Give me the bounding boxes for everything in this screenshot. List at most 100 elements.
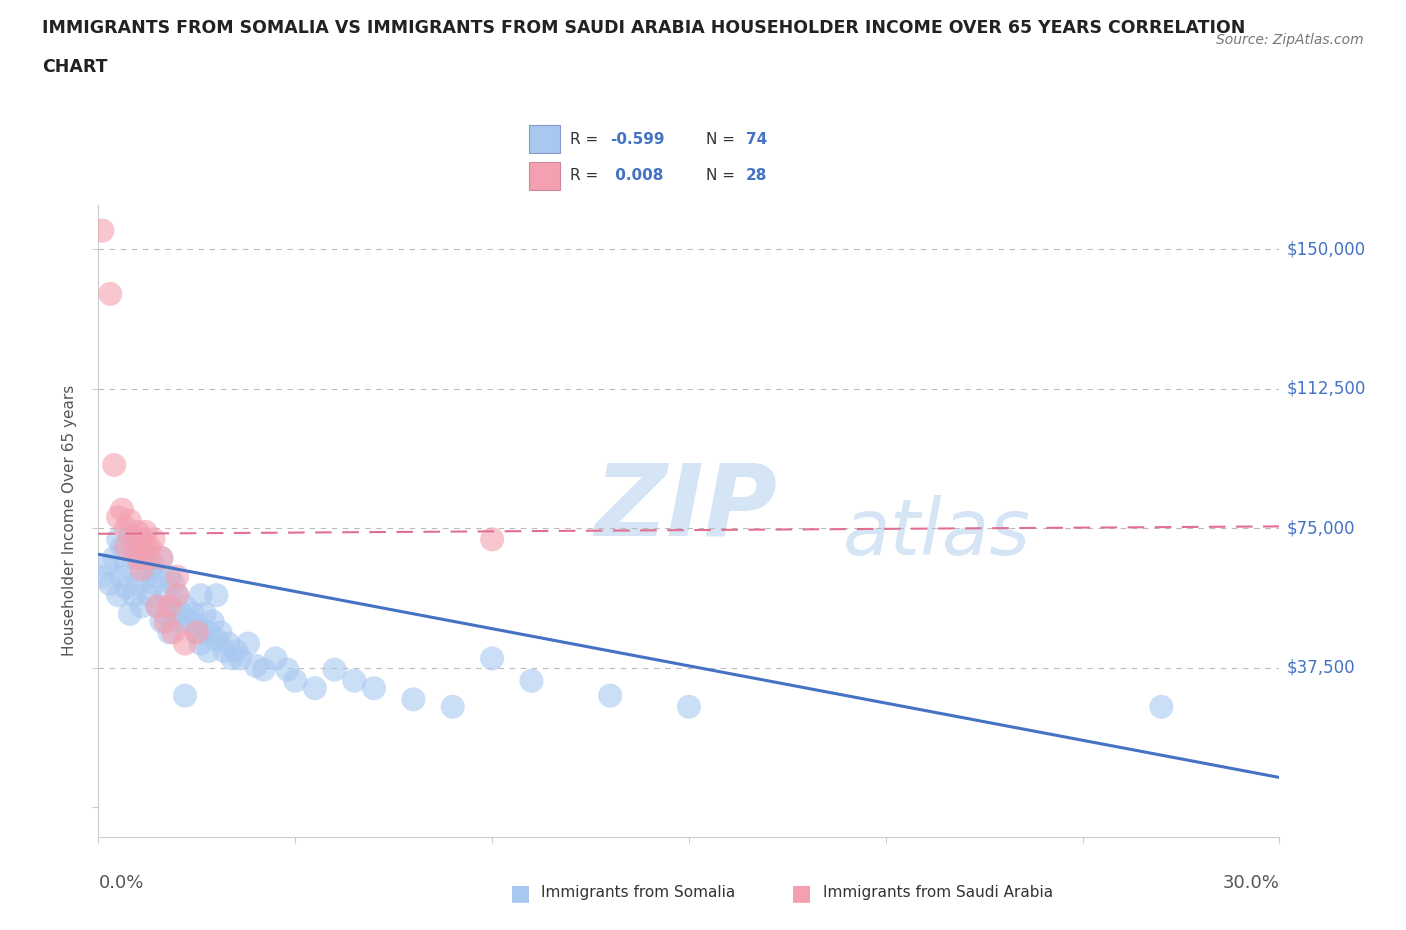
Text: -0.599: -0.599 xyxy=(610,132,665,147)
Point xyxy=(236,636,259,651)
Point xyxy=(162,577,184,591)
Point xyxy=(214,644,236,658)
Point xyxy=(96,558,118,573)
Point xyxy=(146,569,169,584)
Point xyxy=(599,688,621,703)
Point xyxy=(209,625,232,640)
Point xyxy=(157,625,180,640)
Text: CHART: CHART xyxy=(42,58,108,75)
Text: 74: 74 xyxy=(747,132,768,147)
Text: Immigrants from Somalia: Immigrants from Somalia xyxy=(541,885,735,900)
Point xyxy=(115,539,138,554)
Text: R =: R = xyxy=(569,132,603,147)
Point xyxy=(186,618,208,632)
Point xyxy=(127,539,149,554)
Point xyxy=(127,577,149,591)
Point xyxy=(166,588,188,603)
Text: 0.0%: 0.0% xyxy=(98,874,143,892)
Point xyxy=(111,569,134,584)
Point xyxy=(166,569,188,584)
Point xyxy=(441,699,464,714)
Point xyxy=(118,606,141,621)
Point xyxy=(135,569,157,584)
Point xyxy=(253,662,276,677)
Point xyxy=(127,551,149,565)
Point xyxy=(150,551,173,565)
Point xyxy=(186,625,208,640)
Point xyxy=(304,681,326,696)
Point xyxy=(131,562,153,577)
Point xyxy=(131,532,153,547)
Point xyxy=(122,539,145,554)
Point xyxy=(135,551,157,565)
Bar xyxy=(530,126,561,153)
Point xyxy=(150,551,173,565)
Text: 0.008: 0.008 xyxy=(610,167,664,183)
Text: atlas: atlas xyxy=(842,496,1031,571)
Point xyxy=(91,223,114,238)
Text: N =: N = xyxy=(706,167,740,183)
Point xyxy=(155,614,177,629)
Point xyxy=(177,614,200,629)
Point xyxy=(138,551,160,565)
Point xyxy=(135,539,157,554)
Point xyxy=(245,658,267,673)
Point xyxy=(142,532,165,547)
Point xyxy=(122,588,145,603)
Bar xyxy=(530,163,561,190)
Point xyxy=(343,673,366,688)
Point xyxy=(221,651,243,666)
Point xyxy=(103,458,125,472)
Point xyxy=(107,532,129,547)
Point xyxy=(162,625,184,640)
Point xyxy=(217,636,239,651)
Text: ZIP: ZIP xyxy=(595,459,778,557)
Point xyxy=(103,551,125,565)
Point xyxy=(194,606,217,621)
Point xyxy=(174,636,197,651)
Point xyxy=(481,532,503,547)
Text: N =: N = xyxy=(706,132,740,147)
Point xyxy=(205,632,228,647)
Point xyxy=(225,644,247,658)
Point xyxy=(402,692,425,707)
Point xyxy=(98,577,121,591)
Point xyxy=(98,286,121,301)
Text: 30.0%: 30.0% xyxy=(1223,874,1279,892)
Point xyxy=(284,673,307,688)
Point xyxy=(520,673,543,688)
Point xyxy=(170,606,193,621)
Text: ■: ■ xyxy=(792,883,811,903)
Point xyxy=(155,606,177,621)
Point xyxy=(115,558,138,573)
Point xyxy=(166,614,188,629)
Point xyxy=(190,588,212,603)
Point xyxy=(197,644,219,658)
Point xyxy=(111,539,134,554)
Point xyxy=(107,588,129,603)
Text: IMMIGRANTS FROM SOMALIA VS IMMIGRANTS FROM SAUDI ARABIA HOUSEHOLDER INCOME OVER : IMMIGRANTS FROM SOMALIA VS IMMIGRANTS FR… xyxy=(42,19,1246,36)
Text: $37,500: $37,500 xyxy=(1286,658,1355,677)
Point xyxy=(174,599,197,614)
Point xyxy=(181,606,204,621)
Point xyxy=(197,625,219,640)
Point xyxy=(186,625,208,640)
Point xyxy=(138,562,160,577)
Y-axis label: Householder Income Over 65 years: Householder Income Over 65 years xyxy=(62,385,77,657)
Text: Source: ZipAtlas.com: Source: ZipAtlas.com xyxy=(1216,33,1364,46)
Point xyxy=(264,651,287,666)
Point xyxy=(150,614,173,629)
Point xyxy=(323,662,346,677)
Text: $150,000: $150,000 xyxy=(1286,240,1365,259)
Point xyxy=(118,513,141,528)
Point xyxy=(174,688,197,703)
Point xyxy=(162,606,184,621)
Point xyxy=(363,681,385,696)
Text: Immigrants from Saudi Arabia: Immigrants from Saudi Arabia xyxy=(823,885,1053,900)
Point xyxy=(190,636,212,651)
Point xyxy=(127,525,149,539)
Point xyxy=(135,525,157,539)
Point xyxy=(157,569,180,584)
Point xyxy=(205,588,228,603)
Point xyxy=(678,699,700,714)
